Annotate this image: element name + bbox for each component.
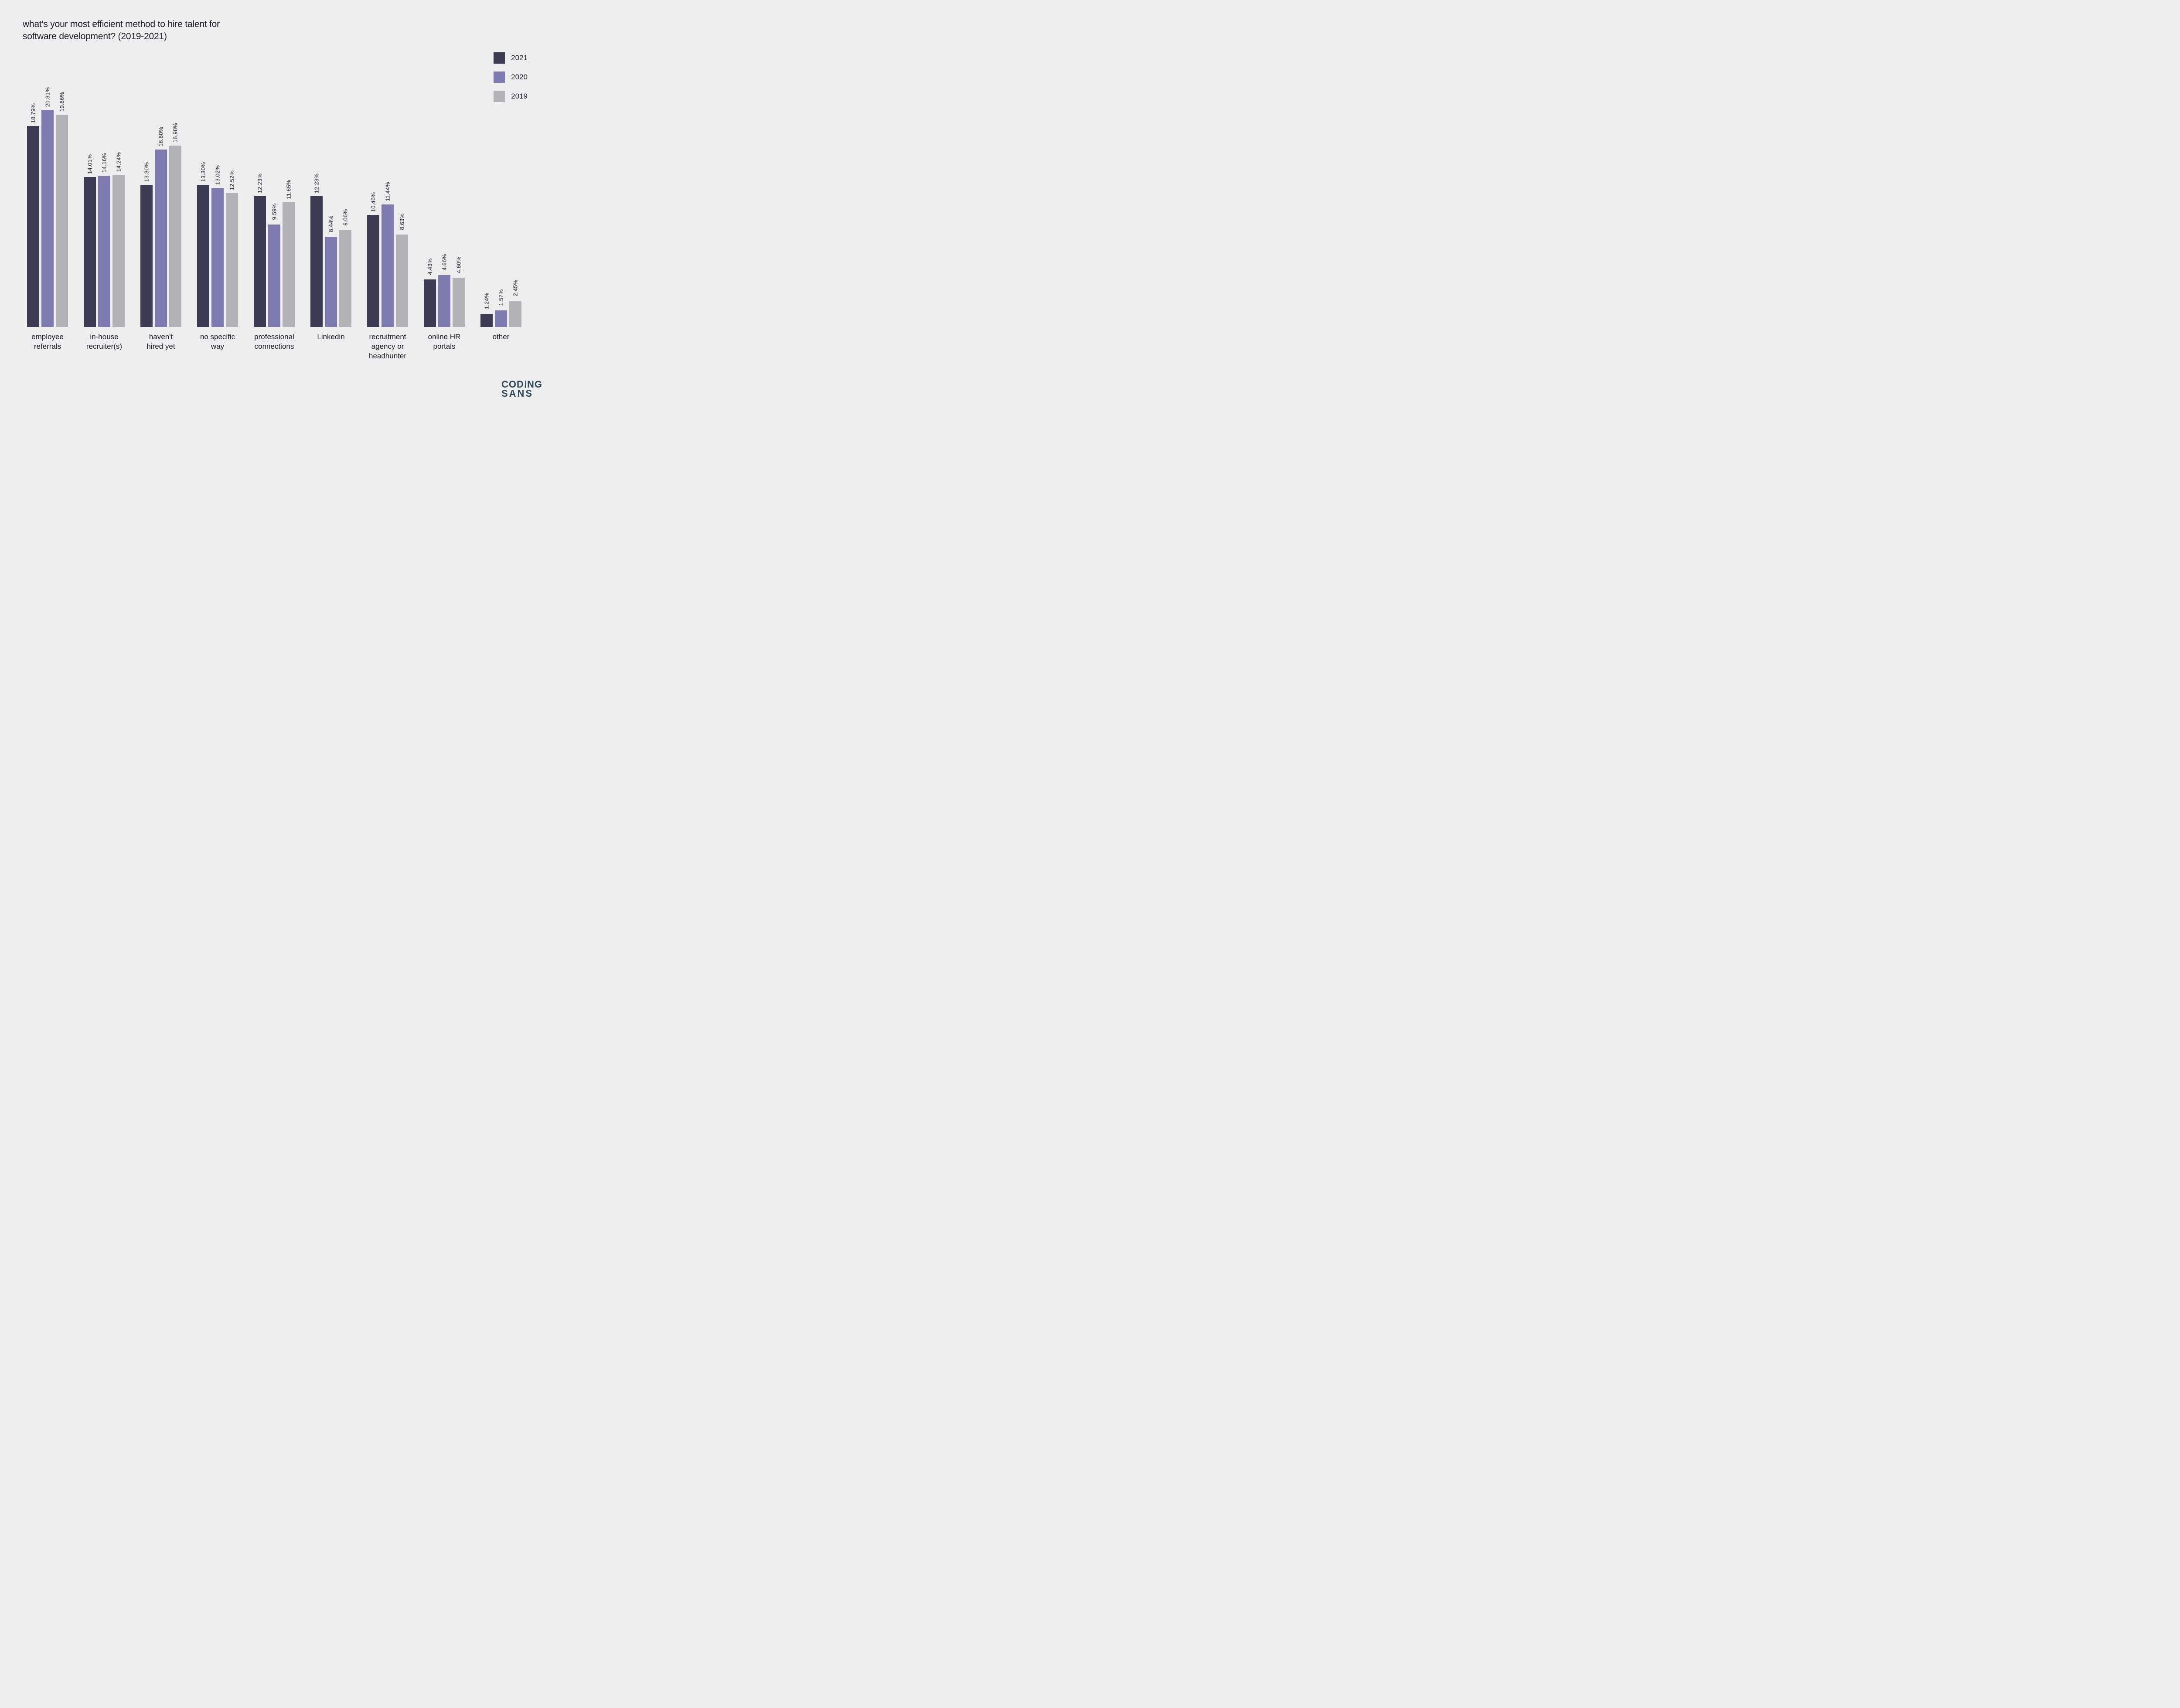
bar: 14.24% [112, 175, 125, 327]
bar-value-label: 11.44% [385, 182, 391, 201]
logo-line-2: SANS [501, 389, 542, 398]
bar-value-label: 20.31% [44, 87, 51, 107]
bar-value-label: 4.43% [427, 259, 433, 275]
bar: 1.24% [480, 314, 493, 327]
bar: 4.60% [453, 278, 465, 327]
legend: 2021 2020 2019 [494, 52, 528, 102]
x-axis-label: recruitmentagency orheadhunter [357, 332, 418, 361]
bar-value-label: 4.60% [456, 257, 462, 273]
bar-group: 12.23%9.59%11.65% [254, 196, 295, 327]
coding-sans-logo: COD\NG SANS [501, 380, 542, 398]
bar-value-label: 16.98% [172, 122, 179, 142]
bar-value-label: 13.30% [143, 162, 150, 182]
bar-value-label: 2.45% [512, 279, 519, 296]
bar: 14.16% [98, 176, 110, 327]
bar: 12.23% [310, 196, 323, 327]
x-axis-label: other [470, 332, 531, 342]
bar: 1.57% [495, 310, 507, 327]
bar-value-label: 8.63% [399, 214, 405, 230]
legend-swatch [494, 71, 505, 83]
bar: 8.63% [396, 235, 408, 327]
bar-value-label: 14.01% [87, 154, 93, 174]
bar-value-label: 14.24% [116, 152, 122, 172]
bar-value-label: 9.59% [271, 203, 278, 220]
bar: 14.01% [84, 177, 96, 327]
legend-swatch [494, 52, 505, 64]
x-axis-label: no specificway [187, 332, 248, 351]
bar-value-label: 14.16% [101, 153, 108, 173]
bar-value-label: 9.06% [342, 209, 349, 225]
bar-group: 4.43%4.86%4.60% [424, 275, 465, 327]
bar: 20.31% [41, 110, 54, 327]
bar-value-label: 8.44% [328, 216, 334, 232]
x-axis-label: online HRportals [414, 332, 475, 351]
bar-value-label: 12.52% [229, 170, 235, 190]
bar-group: 12.23%8.44%9.06% [310, 196, 351, 327]
bar: 18.79% [27, 126, 39, 327]
bar: 12.23% [254, 196, 266, 327]
bar-group: 1.24%1.57%2.45% [480, 301, 521, 327]
chart-title: what's your most efficient method to hir… [23, 18, 220, 43]
bar-value-label: 11.65% [286, 180, 292, 199]
bar-group: 13.30%16.60%16.98% [140, 146, 181, 327]
bar: 11.65% [283, 202, 295, 327]
bar-value-label: 10.46% [370, 192, 377, 212]
bar-value-label: 18.79% [30, 103, 37, 123]
bar: 8.44% [325, 237, 337, 327]
bar: 11.44% [382, 204, 394, 327]
bar-value-label: 12.23% [313, 174, 320, 193]
bar-group: 10.46%11.44%8.63% [367, 204, 408, 327]
bar: 19.86% [56, 115, 68, 327]
bar-value-label: 1.57% [498, 289, 504, 306]
bar: 9.59% [268, 225, 280, 327]
bar: 10.46% [367, 215, 379, 327]
bar: 13.02% [211, 188, 224, 327]
bar: 2.45% [509, 301, 521, 327]
x-axis-label: haven'thired yet [130, 332, 191, 351]
legend-label: 2020 [511, 73, 528, 82]
x-axis-label: professionalconnections [244, 332, 305, 351]
bar: 4.43% [424, 279, 436, 327]
bar: 13.30% [197, 185, 209, 327]
legend-item-2020: 2020 [494, 71, 528, 83]
plot-area: 18.79%20.31%19.86%14.01%14.16%14.24%13.3… [23, 100, 535, 327]
bar-value-label: 16.60% [158, 127, 164, 146]
legend-label: 2019 [511, 92, 528, 101]
bar-value-label: 13.30% [200, 162, 207, 182]
bar: 9.06% [339, 230, 351, 327]
bar-value-label: 1.24% [484, 293, 490, 309]
bar-value-label: 4.86% [441, 254, 448, 270]
chart-area: 18.79%20.31%19.86%14.01%14.16%14.24%13.3… [23, 100, 535, 366]
title-line-2: software development? (2019-2021) [23, 31, 167, 41]
bar-group: 14.01%14.16%14.24% [84, 175, 125, 327]
bar-group: 18.79%20.31%19.86% [27, 110, 68, 327]
bar: 16.98% [169, 146, 181, 327]
legend-label: 2021 [511, 54, 528, 62]
bar-group: 13.30%13.02%12.52% [197, 185, 238, 327]
x-axis-label: in-houserecruiter(s) [74, 332, 135, 351]
legend-item-2021: 2021 [494, 52, 528, 64]
x-axis-labels: employeereferralsin-houserecruiter(s)hav… [23, 327, 535, 366]
bar: 16.60% [155, 150, 167, 327]
bar-value-label: 19.86% [59, 92, 65, 112]
bar-value-label: 13.02% [215, 165, 221, 185]
title-line-1: what's your most efficient method to hir… [23, 19, 220, 29]
x-axis-label: employeereferrals [17, 332, 78, 351]
bar: 12.52% [226, 193, 238, 327]
bar-value-label: 12.23% [257, 174, 263, 193]
bar: 4.86% [438, 275, 450, 327]
bar: 13.30% [140, 185, 153, 327]
x-axis-label: Linkedin [300, 332, 361, 342]
